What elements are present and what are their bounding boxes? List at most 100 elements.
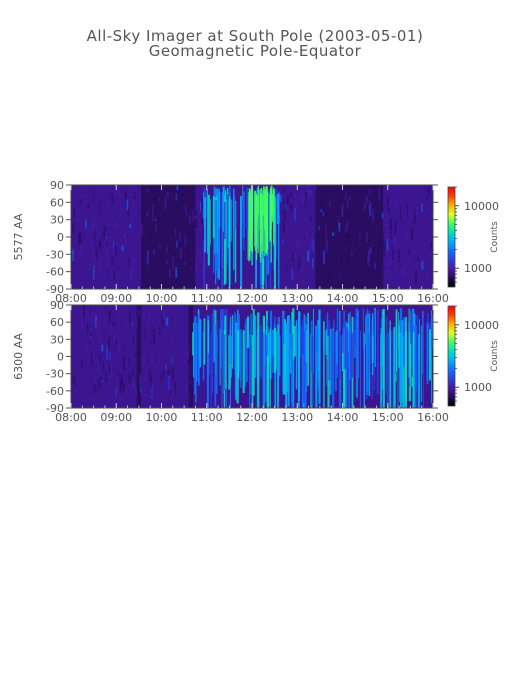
intensity-streak: [71, 223, 75, 234]
intensity-streak: [385, 248, 388, 255]
intensity-streak: [293, 271, 295, 282]
intensity-streak: [398, 194, 400, 205]
intensity-streak: [228, 335, 230, 390]
intensity-streak: [368, 188, 371, 195]
intensity-streak: [226, 194, 229, 265]
intensity-streak: [123, 355, 125, 370]
intensity-streak: [276, 330, 278, 370]
intensity-streak: [217, 201, 219, 279]
intensity-streak: [279, 194, 282, 203]
intensity-streak: [103, 226, 106, 240]
intensity-streak: [208, 316, 211, 375]
colorbar-label: Counts: [490, 340, 500, 372]
intensity-streak: [180, 246, 182, 251]
intensity-streak: [188, 336, 190, 344]
intensity-streak: [165, 317, 169, 326]
intensity-streak: [420, 227, 422, 231]
intensity-streak: [338, 211, 341, 222]
x-tick-label: 14:00: [327, 292, 359, 305]
intensity-streak: [406, 203, 408, 215]
intensity-streak: [247, 316, 250, 348]
intensity-streak: [111, 194, 114, 205]
intensity-streak: [373, 309, 376, 390]
intensity-streak: [374, 262, 376, 269]
intensity-streak: [295, 202, 297, 207]
intensity-streak: [187, 220, 190, 234]
intensity-streak: [161, 313, 164, 326]
intensity-streak: [382, 309, 384, 390]
intensity-streak: [73, 376, 76, 387]
intensity-streak: [138, 309, 140, 316]
y-tick-label: 60: [50, 196, 64, 209]
intensity-streak: [227, 201, 230, 234]
intensity-streak: [393, 236, 395, 247]
intensity-streak: [136, 334, 138, 344]
intensity-streak: [163, 370, 165, 379]
intensity-streak: [256, 328, 258, 408]
intensity-streak: [328, 320, 331, 381]
intensity-streak: [338, 222, 341, 232]
intensity-streak: [243, 191, 245, 238]
intensity-streak: [197, 314, 200, 386]
intensity-streak: [223, 194, 226, 286]
intensity-streak: [247, 330, 249, 375]
intensity-streak: [262, 189, 264, 252]
intensity-streak: [346, 232, 349, 245]
intensity-streak: [285, 204, 287, 211]
intensity-streak: [174, 253, 176, 265]
intensity-streak: [295, 320, 298, 390]
intensity-streak: [402, 336, 405, 408]
intensity-streak: [187, 357, 190, 366]
intensity-streak: [414, 269, 418, 285]
intensity-streak: [115, 339, 119, 346]
intensity-streak: [95, 319, 98, 331]
intensity-streak: [93, 190, 95, 200]
intensity-streak: [251, 195, 253, 235]
intensity-streak: [174, 228, 177, 237]
intensity-streak: [426, 189, 430, 194]
intensity-streak: [89, 257, 91, 272]
intensity-streak: [254, 315, 257, 378]
colorbar-tick-label: 1000: [464, 381, 492, 394]
intensity-streak: [387, 208, 390, 214]
intensity-streak: [168, 375, 171, 390]
intensity-streak: [421, 203, 423, 212]
intensity-streak: [347, 258, 349, 271]
intensity-streak: [322, 212, 325, 216]
intensity-streak: [286, 196, 288, 206]
intensity-streak: [327, 335, 330, 408]
intensity-streak: [297, 332, 300, 367]
intensity-streak: [94, 376, 97, 383]
intensity-streak: [150, 388, 153, 396]
intensity-streak: [405, 316, 407, 402]
intensity-streak: [281, 269, 283, 279]
intensity-streak: [270, 193, 272, 263]
intensity-streak: [115, 388, 117, 398]
intensity-streak: [135, 352, 137, 360]
intensity-streak: [166, 375, 169, 380]
intensity-streak: [391, 244, 393, 255]
intensity-streak: [369, 333, 371, 380]
intensity-streak: [201, 223, 203, 232]
intensity-streak: [242, 330, 245, 394]
intensity-streak: [202, 237, 204, 245]
intensity-streak: [146, 250, 149, 265]
intensity-streak: [150, 377, 152, 388]
intensity-streak: [184, 234, 186, 246]
intensity-streak: [289, 333, 292, 374]
intensity-streak: [362, 308, 364, 350]
intensity-streak: [151, 352, 153, 364]
intensity-streak: [301, 324, 304, 407]
intensity-streak: [372, 205, 374, 209]
intensity-streak: [361, 262, 365, 277]
intensity-streak: [316, 324, 319, 371]
intensity-streak: [96, 355, 99, 367]
intensity-streak: [117, 370, 120, 377]
intensity-streak: [328, 268, 330, 280]
intensity-streak: [212, 196, 215, 238]
x-tick-label: 10:00: [146, 411, 178, 424]
intensity-streak: [349, 200, 350, 206]
intensity-streak: [121, 378, 123, 389]
intensity-streak: [262, 333, 265, 408]
intensity-streak: [249, 333, 251, 408]
